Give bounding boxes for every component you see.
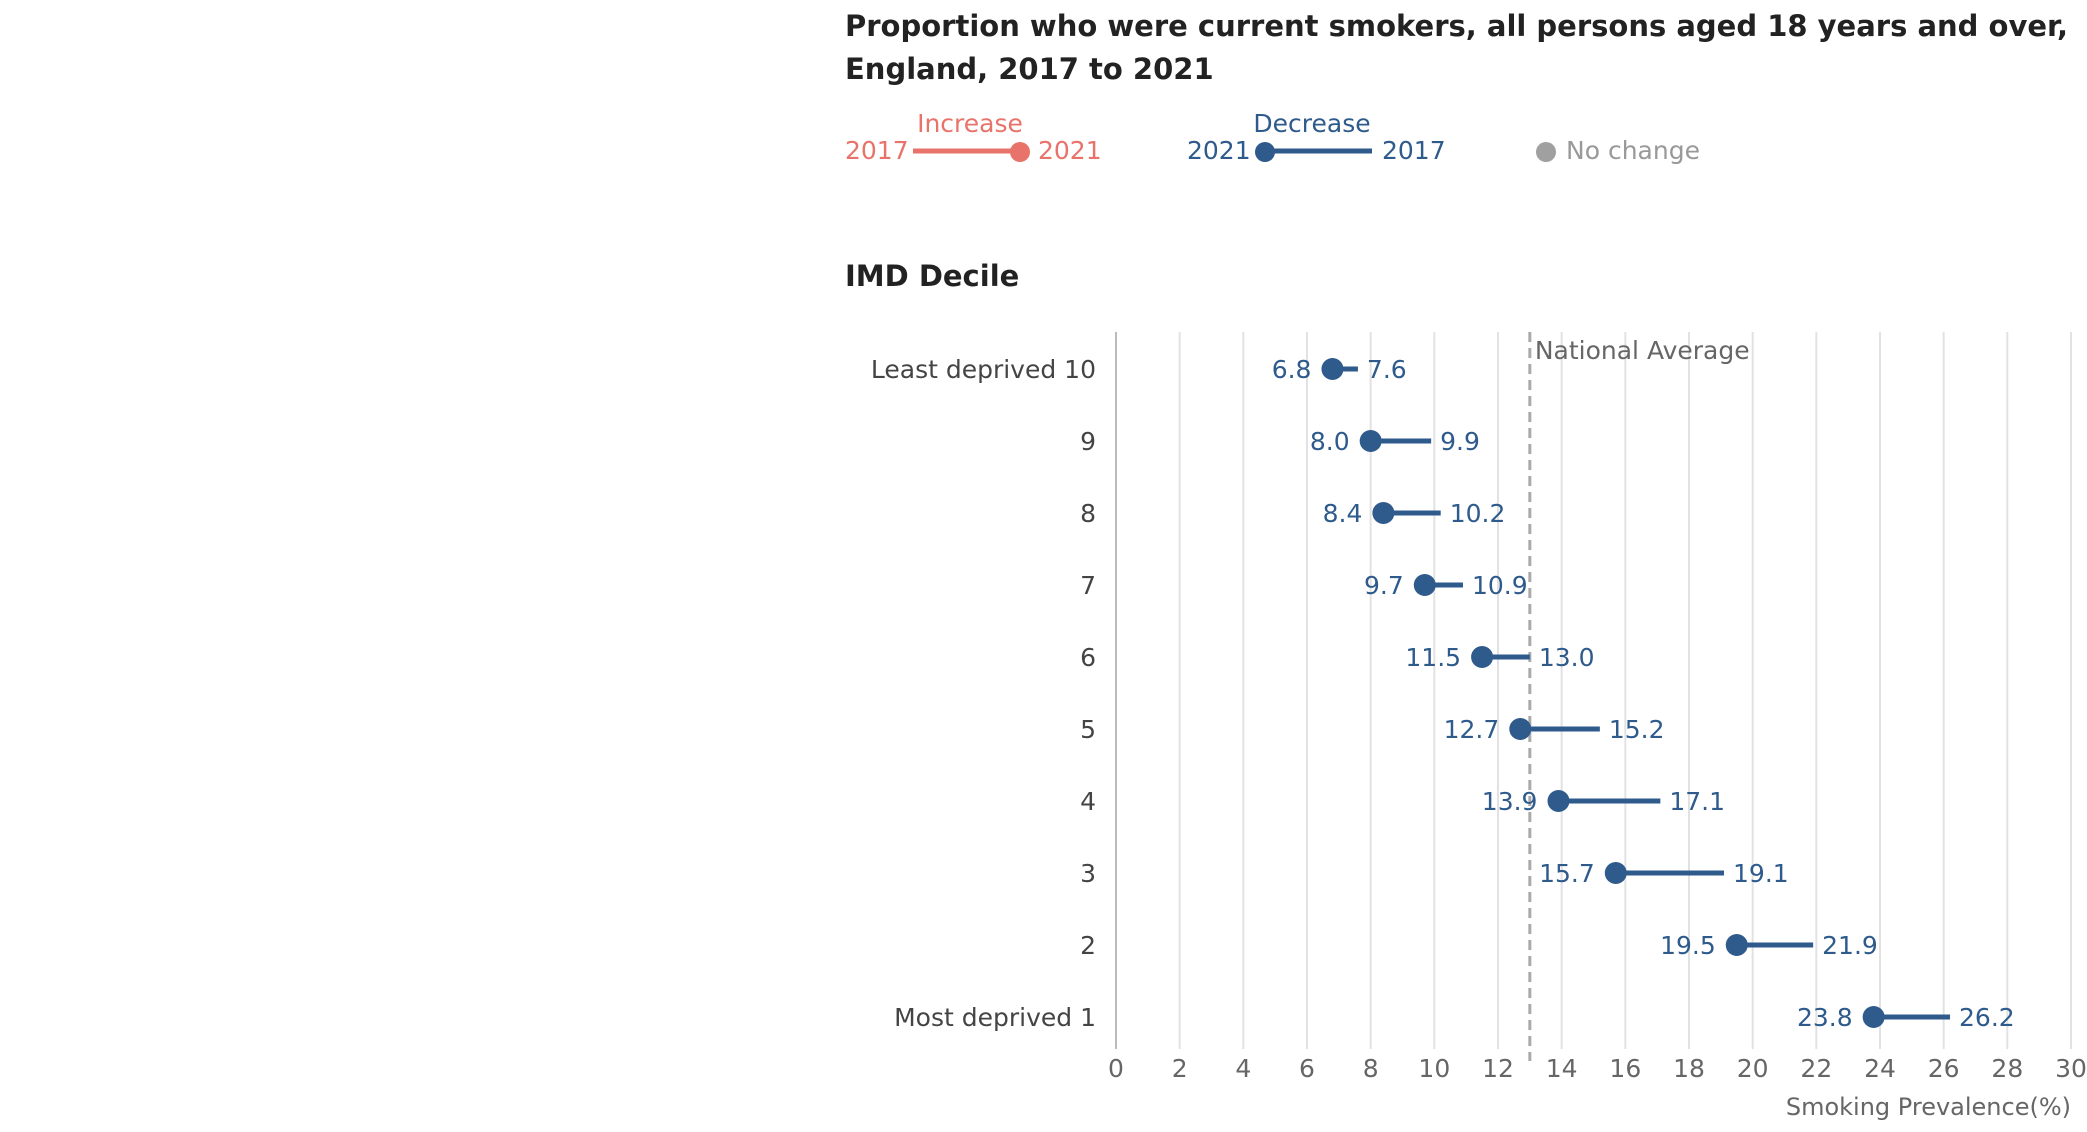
- category-label-7: 3: [1080, 859, 1096, 888]
- value-label-2021-9: 23.8: [1797, 1003, 1853, 1032]
- value-label-2017-1: 9.9: [1440, 427, 1480, 456]
- category-label-3: 7: [1080, 571, 1096, 600]
- legend-no-change-label: No change: [1566, 136, 1700, 165]
- dot-2021-2: [1372, 502, 1395, 524]
- x-axis-label: Smoking Prevalence(%): [1786, 1093, 2071, 1121]
- legend-increase: Increase 2017 2021: [845, 109, 1102, 165]
- x-tick-label-0: 0: [1108, 1054, 1124, 1083]
- value-label-2017-9: 26.2: [1959, 1003, 2015, 1032]
- value-label-2021-6: 13.9: [1482, 787, 1538, 816]
- value-label-2021-8: 19.5: [1660, 931, 1716, 960]
- dumbbell-rows: 6.8 7.6 8.0 9.9 8.4 10.2 9.7 10.9 11.5 13.0 12.7 15…: [1272, 355, 2015, 1032]
- x-tick-label-16: 16: [1609, 1054, 1641, 1083]
- value-label-2021-3: 9.7: [1364, 571, 1404, 600]
- value-label-2021-7: 15.7: [1539, 859, 1595, 888]
- x-tick-label-10: 10: [1418, 1054, 1450, 1083]
- dot-2021-9: [1862, 1006, 1885, 1028]
- value-label-2021-4: 11.5: [1405, 643, 1461, 672]
- value-label-2017-4: 13.0: [1539, 643, 1595, 672]
- value-label-2021-0: 6.8: [1272, 355, 1312, 384]
- category-label-5: 5: [1080, 715, 1096, 744]
- value-label-2021-2: 8.4: [1323, 499, 1363, 528]
- national-average-label: National Average: [1535, 336, 1750, 365]
- value-label-2021-1: 8.0: [1310, 427, 1350, 456]
- category-label-2: 8: [1080, 499, 1096, 528]
- value-label-2017-2: 10.2: [1450, 499, 1506, 528]
- x-tick-label-30: 30: [2055, 1054, 2087, 1083]
- legend-no-change-dot: [1536, 142, 1556, 162]
- x-tick-label-22: 22: [1800, 1054, 1832, 1083]
- x-tick-label-26: 26: [1928, 1054, 1960, 1083]
- value-label-2017-5: 15.2: [1609, 715, 1665, 744]
- dot-2021-3: [1413, 574, 1436, 596]
- dot-2021-7: [1604, 862, 1627, 884]
- legend-increase-from: 2017: [845, 136, 909, 165]
- x-tick-label-2: 2: [1172, 1054, 1188, 1083]
- x-tick-label-18: 18: [1673, 1054, 1705, 1083]
- legend-increase-title: Increase: [917, 109, 1023, 138]
- x-tick-label-8: 8: [1363, 1054, 1379, 1083]
- category-label-4: 6: [1080, 643, 1096, 672]
- value-label-2021-5: 12.7: [1444, 715, 1500, 744]
- legend-no-change: No change: [1536, 136, 1700, 165]
- category-labels: Least deprived 10 9 8 7 6 5 4 3 2 Most deprived 1: [871, 355, 1096, 1032]
- x-tick-label-20: 20: [1737, 1054, 1769, 1083]
- dot-2021-0: [1321, 358, 1344, 380]
- legend-decrease-dot: [1255, 142, 1275, 162]
- dot-2021-5: [1509, 718, 1532, 740]
- legend-decrease: Decrease 2021 2017: [1187, 109, 1446, 165]
- value-label-2017-3: 10.9: [1472, 571, 1528, 600]
- legend-decrease-title: Decrease: [1253, 109, 1370, 138]
- chart-title-line2: England, 2017 to 2021: [845, 52, 1214, 86]
- section-label-imd-decile: IMD Decile: [845, 259, 1019, 293]
- dot-2021-8: [1725, 934, 1748, 956]
- legend-decrease-from: 2021: [1187, 136, 1251, 165]
- legend-increase-to: 2021: [1038, 136, 1102, 165]
- value-label-2017-0: 7.6: [1367, 355, 1407, 384]
- category-label-0: Least deprived 10: [871, 355, 1096, 384]
- value-label-2017-6: 17.1: [1669, 787, 1725, 816]
- gridlines: [1115, 332, 2072, 1049]
- x-tick-label-12: 12: [1482, 1054, 1514, 1083]
- dot-2021-6: [1547, 790, 1570, 812]
- dot-2021-1: [1359, 430, 1382, 452]
- legend-increase-dot: [1010, 142, 1030, 162]
- legend-decrease-to: 2017: [1382, 136, 1446, 165]
- x-tick-label-24: 24: [1864, 1054, 1896, 1083]
- x-tick-label-28: 28: [1991, 1054, 2023, 1083]
- national-average-group: National Average: [1528, 332, 1750, 1061]
- dot-2021-4: [1471, 646, 1494, 668]
- value-label-2017-7: 19.1: [1733, 859, 1789, 888]
- category-label-9: Most deprived 1: [894, 1003, 1096, 1032]
- category-label-6: 4: [1080, 787, 1096, 816]
- x-tick-label-6: 6: [1299, 1054, 1315, 1083]
- x-tick-label-14: 14: [1546, 1054, 1578, 1083]
- chart-title-line1: Proportion who were current smokers, all…: [845, 9, 2068, 43]
- x-tick-label-4: 4: [1235, 1054, 1251, 1083]
- value-label-2017-8: 21.9: [1822, 931, 1878, 960]
- category-label-8: 2: [1080, 931, 1096, 960]
- category-label-1: 9: [1080, 427, 1096, 456]
